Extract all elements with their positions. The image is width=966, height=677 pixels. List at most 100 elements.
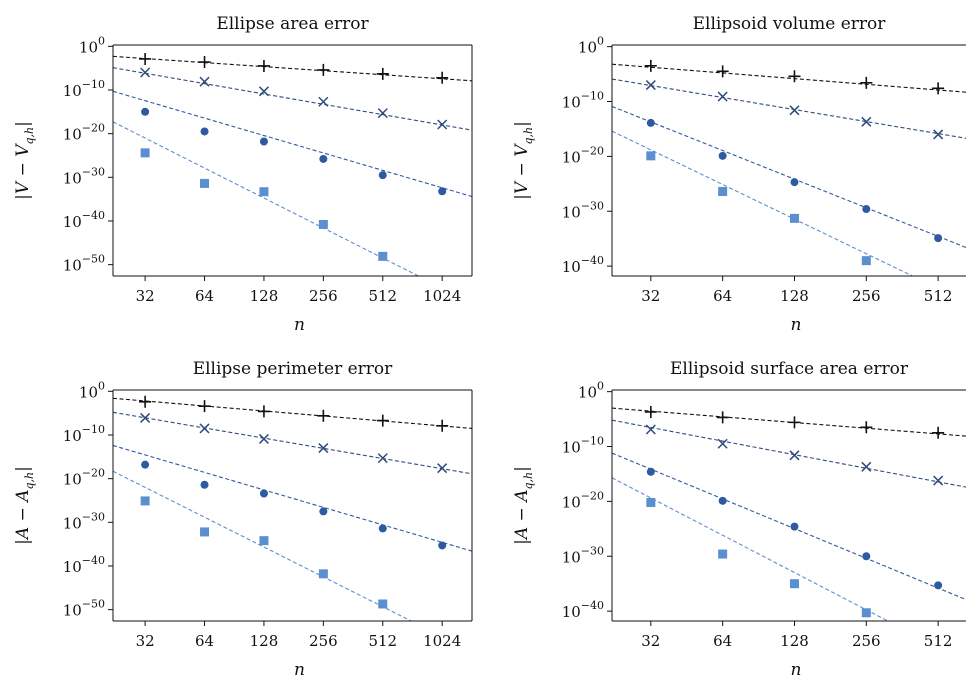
point-plus (317, 63, 330, 76)
y-tick-label: 10−30 (63, 510, 105, 532)
y-tick-label: 10−10 (63, 78, 105, 100)
point-cross (717, 91, 728, 102)
point-plus (644, 59, 657, 72)
point-plus (932, 82, 945, 95)
y-tick-label: 10−40 (63, 554, 105, 576)
point-cross (199, 423, 210, 434)
fit-line-plus (113, 55, 472, 82)
x-tick-label: 1024 (423, 632, 461, 650)
x-tick-label: 256 (852, 287, 881, 305)
fit-line-square (612, 130, 914, 276)
point-cross (861, 116, 872, 127)
x-tick-label: 512 (368, 632, 397, 650)
fit-line-circle (113, 90, 472, 198)
point-cross (140, 67, 151, 78)
point-cross (437, 463, 448, 474)
y-tick-label: 10−30 (562, 544, 604, 566)
point-plus (317, 409, 330, 422)
x-tick-label: 256 (309, 632, 338, 650)
x-tick-label: 512 (368, 287, 397, 305)
fit-line-circle (113, 444, 472, 552)
data-points (644, 405, 945, 618)
fit-line-cross (113, 411, 472, 475)
y-axis-label: |A − Aq,h| (512, 466, 535, 545)
point-circle (934, 581, 943, 590)
point-square (789, 213, 799, 223)
point-plus (436, 419, 449, 432)
point-circle (718, 151, 727, 160)
point-plus (257, 405, 270, 418)
point-plus (860, 76, 873, 89)
fit-lines (612, 407, 966, 621)
point-cross (789, 105, 800, 116)
y-tick-label: 10−20 (63, 467, 105, 489)
point-cross (437, 119, 448, 130)
y-tick-label: 10−10 (562, 90, 604, 112)
y-tick-label: 10−50 (63, 253, 105, 275)
x-axis-label: n (791, 315, 802, 335)
y-tick-label: 10−20 (562, 489, 604, 511)
point-square (718, 549, 728, 559)
point-square (200, 527, 210, 537)
fit-line-cross (612, 78, 966, 139)
x-axis-label: n (294, 660, 305, 677)
point-circle (790, 178, 799, 187)
point-circle (378, 524, 387, 533)
point-cross (377, 108, 388, 119)
point-circle (646, 467, 655, 476)
point-plus (257, 59, 270, 72)
y-tick-label: 100 (578, 35, 604, 57)
x-tick-label: 256 (852, 632, 881, 650)
y-tick-label: 100 (578, 380, 604, 402)
y-tick-label: 10−20 (562, 144, 604, 166)
chart-title: Ellipse perimeter error (193, 359, 393, 379)
point-circle (259, 137, 268, 146)
fit-line-circle (612, 452, 966, 601)
x-tick-label: 512 (924, 287, 953, 305)
point-plus (376, 67, 389, 80)
point-square (646, 151, 656, 161)
point-square (378, 251, 388, 261)
point-cross (645, 424, 656, 435)
chart-panel-1: Ellipse area error 32 64 128 256 512 1024 100 10… (13, 14, 473, 335)
point-cross (933, 129, 944, 140)
x-tick-label: 128 (780, 287, 809, 305)
fit-lines (113, 55, 472, 276)
x-tick-label: 1024 (423, 287, 461, 305)
y-axis-label: |V − Vq,h| (13, 121, 36, 200)
y-tick-label: 10−20 (63, 122, 105, 144)
point-square (861, 608, 871, 618)
chart-title: Ellipsoid surface area error (670, 359, 909, 379)
point-plus (788, 416, 801, 429)
point-cross (199, 76, 210, 87)
point-circle (862, 205, 871, 214)
point-square (259, 187, 269, 197)
x-tick-label: 128 (250, 287, 279, 305)
point-circle (718, 496, 727, 505)
point-cross (789, 450, 800, 461)
point-circle (319, 154, 328, 163)
point-circle (200, 127, 209, 136)
point-plus (932, 426, 945, 439)
point-circle (141, 460, 150, 469)
point-plus (376, 414, 389, 427)
fit-line-plus (113, 397, 472, 429)
point-square (378, 599, 388, 609)
point-circle (934, 234, 943, 243)
x-axis-label: n (294, 315, 305, 335)
chart-panel-2: Ellipsoid volume error 32 64 128 256 512 100 10… (512, 14, 966, 335)
point-circle (438, 541, 447, 550)
point-plus (716, 65, 729, 78)
y-tick-label: 10−10 (63, 423, 105, 445)
chart-title: Ellipsoid volume error (693, 14, 887, 34)
point-cross (717, 438, 728, 449)
x-tick-label: 64 (195, 287, 214, 305)
point-cross (258, 86, 269, 97)
chart-panel-4: Ellipsoid surface area error 32 64 128 256 51… (512, 359, 966, 677)
fit-line-square (612, 477, 889, 621)
fit-lines (113, 397, 472, 621)
y-tick-label: 10−30 (562, 199, 604, 221)
point-square (718, 187, 728, 197)
fit-line-cross (612, 419, 966, 488)
